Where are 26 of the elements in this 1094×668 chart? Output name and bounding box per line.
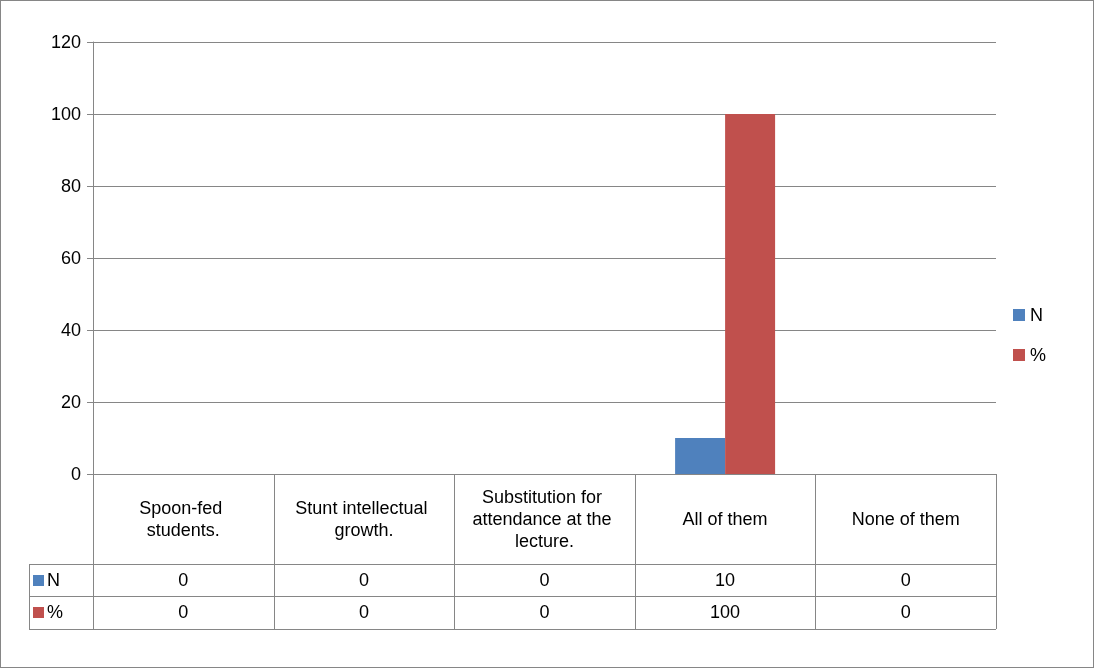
- data-label: 0: [177, 601, 190, 624]
- data-label: 0: [357, 601, 370, 624]
- x-tick-label: None of them: [851, 509, 960, 529]
- text: %: [47, 602, 64, 622]
- x-tick-label: Spoon-fed students.: [139, 498, 228, 540]
- y-tick-label: 20: [60, 392, 81, 412]
- y-tick-label: 0: [70, 464, 81, 484]
- text: N: [47, 569, 60, 590]
- data-label: 0: [899, 568, 912, 592]
- x-tick-label: All of them: [682, 509, 768, 529]
- x-tick-label: Substitution for attendance at the lecture.: [472, 487, 617, 551]
- data-label: 0: [538, 568, 551, 592]
- y-tick-label: 40: [60, 320, 81, 340]
- data-label: 0: [177, 568, 190, 592]
- y-tick-label: 120: [50, 32, 81, 52]
- y-tick-label: 80: [60, 176, 81, 196]
- data-label: 0: [357, 568, 370, 592]
- data-label: 10: [714, 568, 737, 592]
- y-tick-label: 60: [60, 248, 81, 268]
- data-label: 0: [538, 601, 551, 624]
- legend-label: N: [1030, 305, 1043, 325]
- data-label: 0: [899, 601, 912, 624]
- x-tick-label: Stunt intellectual growth.: [295, 498, 433, 540]
- data-label: 100: [709, 601, 742, 624]
- y-tick-label: 100: [50, 104, 81, 124]
- legend-label: %: [1030, 345, 1047, 365]
